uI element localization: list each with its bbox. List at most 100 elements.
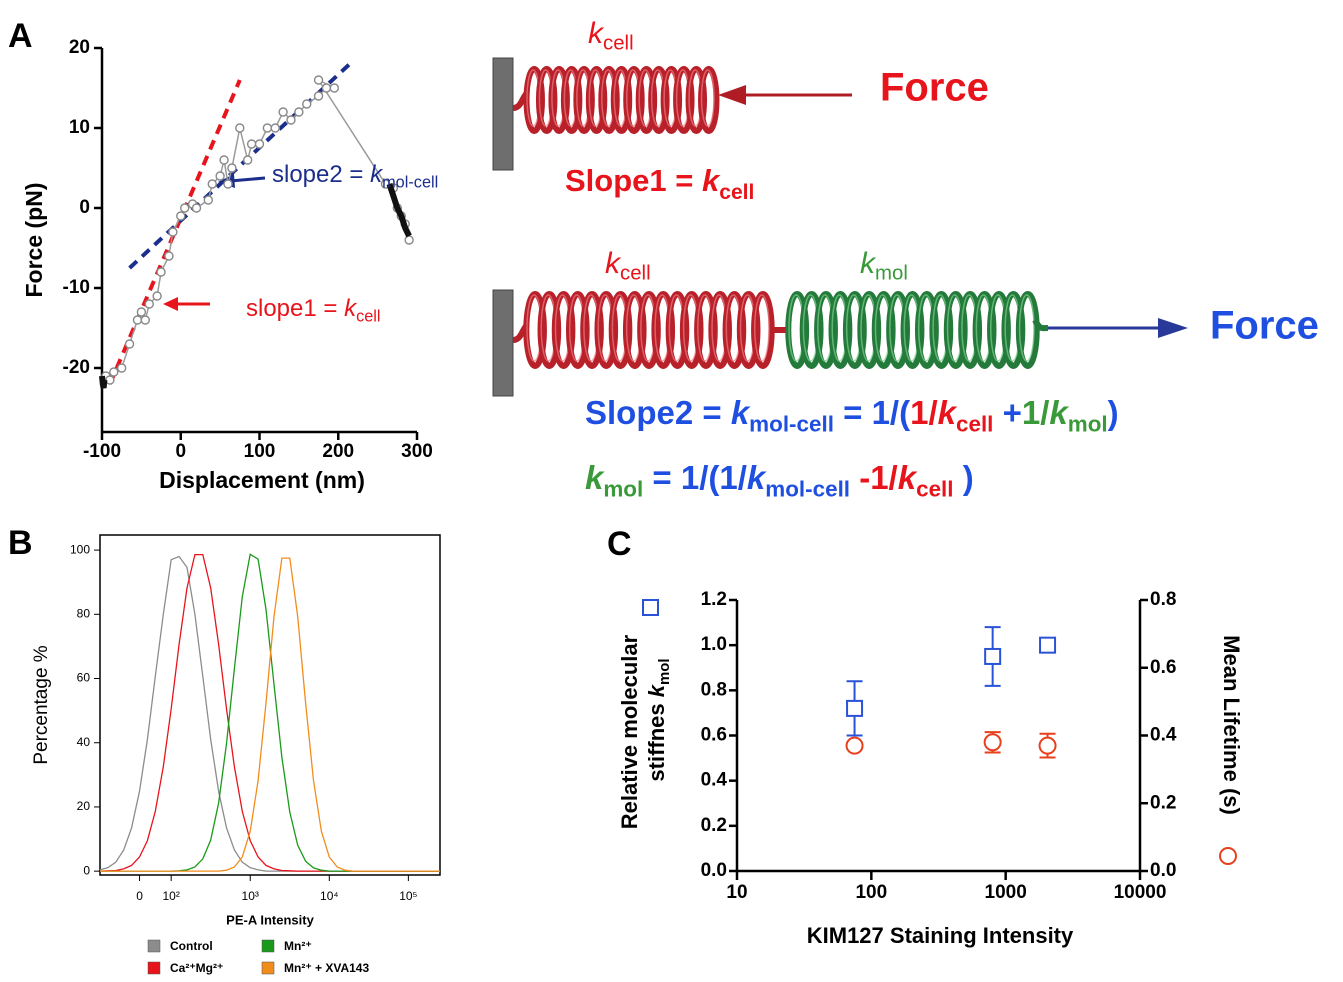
x-tick-label: 0 bbox=[136, 889, 143, 903]
force-label: Force bbox=[880, 66, 989, 110]
data-point bbox=[313, 91, 324, 101]
x-tick-label: 200 bbox=[322, 441, 354, 462]
subscript: mol bbox=[875, 263, 908, 285]
y-tick-label: 10 bbox=[69, 117, 90, 138]
x-tick-label: 100 bbox=[244, 441, 276, 462]
formula-part: k bbox=[938, 394, 958, 431]
slope-label: Slope1 = kcell bbox=[565, 163, 754, 203]
x-tick-label: -100 bbox=[83, 441, 121, 462]
wall bbox=[492, 289, 514, 397]
data-point bbox=[109, 367, 119, 377]
y-tick-label: 60 bbox=[77, 671, 91, 685]
data-point bbox=[203, 195, 214, 205]
panel-label: B bbox=[8, 524, 33, 562]
y-tick-label: 100 bbox=[70, 542, 90, 556]
x-tick-label: 10⁴ bbox=[320, 889, 339, 903]
y-tick-label: 0.8 bbox=[701, 679, 727, 700]
y2-tick-label: 0.2 bbox=[1150, 792, 1176, 813]
y-tick-label: 0.6 bbox=[701, 725, 727, 746]
data-point bbox=[144, 299, 154, 309]
data-point bbox=[242, 155, 253, 165]
data-point bbox=[136, 307, 147, 317]
data-point bbox=[215, 171, 225, 181]
x-tick-label: 100 bbox=[855, 882, 887, 903]
text-part: k bbox=[860, 247, 877, 280]
y2-tick-label: 0.6 bbox=[1150, 657, 1176, 678]
y-axis-label: Force (pN) bbox=[21, 183, 47, 298]
legend-label: Mn²⁺ bbox=[284, 939, 312, 953]
subscript: mol-cell bbox=[765, 476, 850, 501]
subscript: mol-cell bbox=[382, 174, 438, 192]
legend-swatch bbox=[147, 939, 161, 953]
data-point bbox=[294, 107, 304, 117]
text-part: slope1 = bbox=[246, 295, 344, 322]
formula-part: = 1/(1/ bbox=[643, 459, 747, 496]
x-axis-label: Displacement (nm) bbox=[159, 467, 365, 493]
data-point bbox=[329, 83, 340, 93]
data-point bbox=[168, 227, 178, 237]
y2-tick-label: 0.4 bbox=[1150, 725, 1177, 746]
formula-part: Slope2 = bbox=[585, 394, 731, 431]
legend-swatch bbox=[147, 961, 161, 975]
text-part: k bbox=[344, 295, 358, 322]
y-tick-label: 40 bbox=[77, 735, 91, 749]
data-point bbox=[179, 203, 190, 213]
subscript: cell bbox=[916, 476, 953, 501]
series-line bbox=[105, 78, 410, 382]
data-point bbox=[1039, 636, 1057, 654]
series-line bbox=[386, 183, 412, 238]
data-point bbox=[219, 155, 229, 165]
y-tick-label: 1.2 bbox=[701, 589, 727, 610]
y2-tick-label: 0.0 bbox=[1150, 860, 1176, 881]
legend-label: Control bbox=[170, 939, 213, 953]
formula-part: + bbox=[993, 394, 1021, 431]
subscript: mol bbox=[1068, 411, 1108, 436]
spring-label: kcell bbox=[588, 17, 634, 55]
spring-highlight bbox=[700, 69, 715, 127]
legend-swatch bbox=[261, 961, 275, 975]
x-tick-label: 1000 bbox=[985, 882, 1027, 903]
annotation: slope1 = kcell bbox=[246, 295, 381, 326]
y2-axis-label: Mean Lifetime (s) bbox=[1219, 635, 1244, 815]
data-point bbox=[207, 179, 217, 189]
subscript: cell bbox=[719, 180, 754, 203]
text-part: stiffnes bbox=[644, 697, 669, 781]
text-part: k bbox=[370, 161, 384, 188]
data-point bbox=[254, 139, 265, 149]
data-point bbox=[278, 107, 288, 117]
x-tick-label: 10² bbox=[162, 889, 179, 903]
arrow-head bbox=[1158, 318, 1188, 338]
formula-part: 1/ bbox=[1022, 394, 1050, 431]
subscript: cell bbox=[356, 308, 380, 326]
y2-tick-label: 0.8 bbox=[1150, 589, 1176, 610]
data-point bbox=[235, 123, 245, 133]
y-axis-label: stiffnes kmol bbox=[644, 658, 673, 781]
formula-part: 1/ bbox=[910, 394, 938, 431]
series-line bbox=[108, 79, 242, 385]
text-part: k bbox=[702, 163, 721, 198]
subscript: cell bbox=[620, 263, 651, 285]
data-point bbox=[140, 315, 151, 325]
spring-highlight bbox=[754, 294, 770, 362]
data-point bbox=[152, 291, 162, 301]
data-point bbox=[105, 375, 115, 385]
legend-swatch bbox=[261, 939, 275, 953]
formula-part: -1/ bbox=[850, 459, 898, 496]
y-tick-label: 0.2 bbox=[701, 815, 727, 836]
data-point bbox=[846, 699, 864, 717]
subscript: cell bbox=[603, 33, 634, 55]
y-axis-label: Relative molecular bbox=[617, 634, 642, 829]
histogram-curve bbox=[100, 557, 440, 872]
subscript: mol bbox=[603, 476, 643, 501]
legend-label: Mn²⁺ + XVA143 bbox=[284, 961, 369, 975]
data-point bbox=[983, 733, 1002, 752]
spring-highlight bbox=[1018, 294, 1035, 362]
x-tick-label: 10⁵ bbox=[399, 889, 417, 903]
annotation: slope2 = kmol-cell bbox=[272, 161, 438, 192]
x-tick-label: 10000 bbox=[1114, 882, 1167, 903]
legend-marker bbox=[1219, 847, 1237, 865]
subscript: cell bbox=[956, 411, 993, 436]
y-tick-label: 1.0 bbox=[701, 634, 727, 655]
spring-label: kcell bbox=[605, 247, 651, 285]
